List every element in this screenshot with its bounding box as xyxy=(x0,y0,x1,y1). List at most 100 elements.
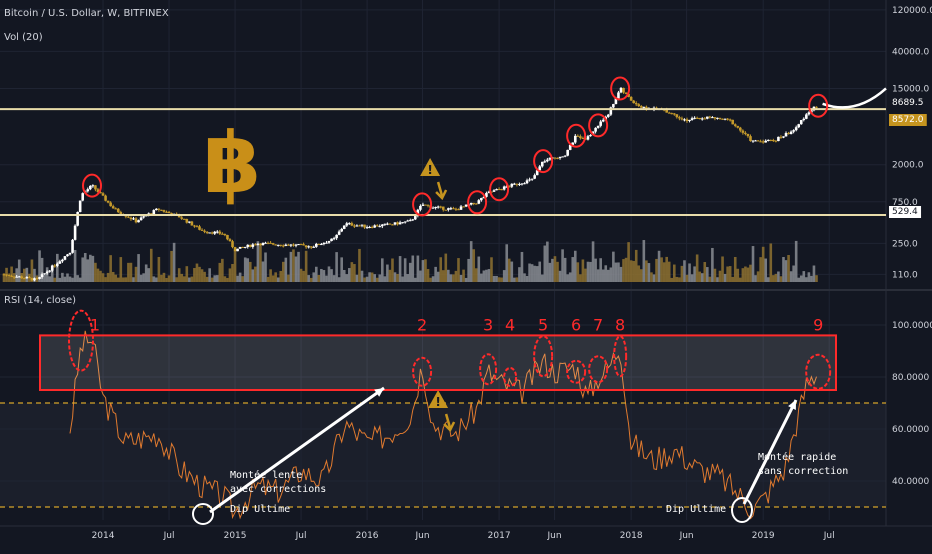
volume-bar xyxy=(355,274,359,282)
volume-bar xyxy=(325,275,328,282)
volume-bar xyxy=(276,277,280,282)
y-tick-label: 2000.0 xyxy=(892,161,924,171)
candle-body xyxy=(43,273,46,275)
volume-bar xyxy=(548,262,552,282)
volume-bar xyxy=(231,263,234,282)
volume-bar xyxy=(513,277,516,282)
x-tick-label: 2017 xyxy=(488,531,511,541)
rsi-highlight-circle xyxy=(588,355,609,384)
candle-body xyxy=(106,200,110,203)
candle-body xyxy=(228,239,232,242)
volume-bar xyxy=(68,276,72,282)
candle-body xyxy=(403,221,407,223)
rsi-annotation-number: 2 xyxy=(417,315,427,334)
volume-bar xyxy=(751,246,755,282)
volume-bar xyxy=(23,268,26,282)
candle-body xyxy=(119,212,123,215)
candle-body xyxy=(332,238,336,240)
volume-bar xyxy=(761,246,765,282)
volume-bar xyxy=(256,241,260,282)
volume-bar xyxy=(789,271,793,282)
candle-body xyxy=(703,118,707,120)
candle-body xyxy=(302,244,305,246)
candle-body xyxy=(756,140,760,142)
candle-body xyxy=(132,218,135,220)
candle-body xyxy=(464,204,468,207)
volume-bar xyxy=(157,256,161,282)
price-highlight-circle xyxy=(412,192,433,217)
volume-bar xyxy=(40,257,44,282)
volume-bar xyxy=(342,269,346,282)
volume-bar xyxy=(589,261,592,282)
x-tick-label: Jun xyxy=(679,531,694,541)
warning-arrowhead xyxy=(443,421,456,433)
candle-body xyxy=(759,141,762,143)
price-tag-bg xyxy=(889,206,922,218)
candle-body xyxy=(157,208,161,210)
volume-bar xyxy=(632,260,635,282)
candle-body xyxy=(48,270,52,272)
volume-bar xyxy=(139,274,143,282)
volume-bar xyxy=(500,277,503,282)
volume-bar xyxy=(698,271,701,282)
volume-bar xyxy=(375,277,379,282)
volume-bar xyxy=(238,272,242,282)
volume-bar xyxy=(459,274,463,282)
volume-bar xyxy=(487,269,491,282)
annotation-text-left-1: Montée lente xyxy=(230,469,302,481)
volume-bar xyxy=(264,252,267,282)
candle-body xyxy=(520,183,524,185)
volume-bar xyxy=(670,277,674,282)
volume-bar xyxy=(510,261,514,282)
candle-body xyxy=(259,243,262,246)
volume-bar xyxy=(66,273,69,282)
candle-body xyxy=(91,185,95,187)
volume-bar xyxy=(109,255,112,282)
x-tick-label: 2019 xyxy=(752,531,775,541)
volume-bar xyxy=(393,272,397,282)
candle-body xyxy=(401,222,404,224)
candle-body xyxy=(2,274,6,276)
candle-body xyxy=(89,185,92,190)
volume-bar xyxy=(518,267,521,282)
volume-bar xyxy=(726,266,729,282)
volume-bar xyxy=(111,271,115,282)
volume-bar xyxy=(198,266,201,282)
candle-body xyxy=(180,217,184,219)
volume-bar xyxy=(337,277,341,282)
volume-bar xyxy=(167,275,171,282)
volume-bar xyxy=(274,272,277,282)
y-tick-label: 15000.0 xyxy=(892,84,929,94)
candle-body xyxy=(581,138,585,140)
volume-bar xyxy=(223,276,227,282)
volume-bar xyxy=(203,271,206,282)
candle-body xyxy=(728,119,732,121)
volume-bar xyxy=(601,269,605,282)
volume-bar xyxy=(388,269,392,282)
candle-body xyxy=(766,139,770,141)
candle-body xyxy=(718,117,722,119)
volume-bar xyxy=(571,257,575,282)
candle-body xyxy=(733,124,737,126)
volume-bar xyxy=(116,277,120,282)
volume-bar xyxy=(553,256,557,282)
volume-bar xyxy=(520,251,524,282)
candle-body xyxy=(134,218,138,223)
price-label-current: 8689.5 xyxy=(892,98,924,108)
candle-body xyxy=(447,208,450,210)
volume-bar xyxy=(327,266,331,282)
candle-body xyxy=(510,183,514,187)
candle-body xyxy=(487,191,491,194)
volume-bar xyxy=(639,269,643,282)
volume-bar xyxy=(507,258,511,282)
candle-body xyxy=(639,106,643,108)
volume-bar xyxy=(294,256,298,282)
volume-bar xyxy=(63,276,67,282)
candle-body xyxy=(589,135,592,137)
volume-bar xyxy=(383,276,387,282)
candle-body xyxy=(419,205,422,210)
candle-body xyxy=(185,219,189,223)
candle-body xyxy=(124,215,128,217)
candle-body xyxy=(177,214,181,218)
